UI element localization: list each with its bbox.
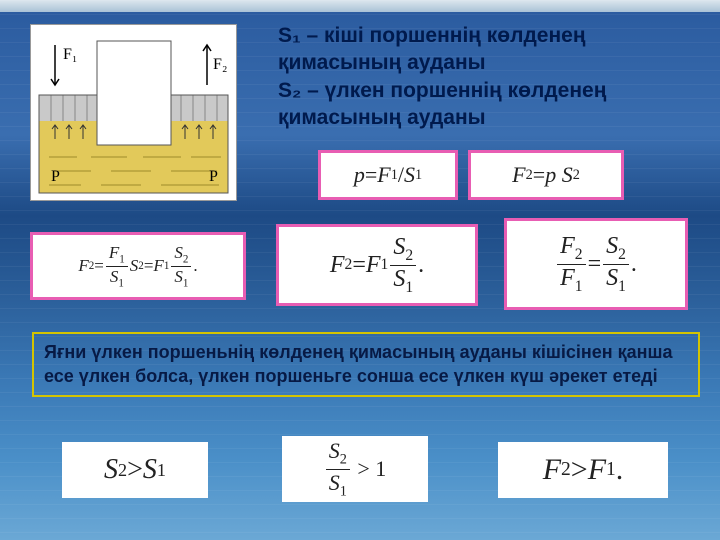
definitions-heading: S₁ – кіші поршеннің көлденең қимасының а…	[278, 22, 698, 131]
formula-ratio2: F2F1 = S2S1.	[504, 218, 688, 310]
formula-F2gtF1: F2>F1.	[498, 442, 668, 498]
formula-S2S1gt1: S2S1 > 1	[282, 436, 428, 502]
piston-svg: F₁ F₂ P P	[31, 25, 236, 200]
formula-p: p=F1/S1	[318, 150, 458, 200]
heading-line2: қимасының ауданы	[278, 51, 486, 74]
heading-line3: S₂ – үлкен поршеннің көлденең	[278, 79, 606, 102]
conclusion-box: Яғни үлкен поршеньнің көлденең қимасының…	[32, 332, 700, 397]
formula-chain: F2 = F1S1 S2 = F1 S2S1.	[30, 232, 246, 300]
formula-S2gtS1: S2>S1	[62, 442, 208, 498]
heading-line1: S₁ – кіші поршеннің көлденең	[278, 24, 586, 47]
heading-line4: қимасының ауданы	[278, 106, 486, 129]
label-P-right: P	[209, 168, 218, 185]
label-F2: F₂	[213, 56, 227, 73]
label-F1: F₁	[63, 46, 77, 63]
piston-diagram: F₁ F₂ P P	[30, 24, 237, 201]
slide-root: F₁ F₂ P P S₁ – кіші поршеннің көлденең қ…	[0, 0, 720, 540]
label-P-left: P	[51, 168, 60, 185]
conclusion-text: Яғни үлкен поршеньнің көлденең қимасының…	[44, 342, 673, 386]
formula-ratio1: F2 = F1 S2S1.	[276, 224, 478, 306]
formula-F2: F2 = p S2	[468, 150, 624, 200]
